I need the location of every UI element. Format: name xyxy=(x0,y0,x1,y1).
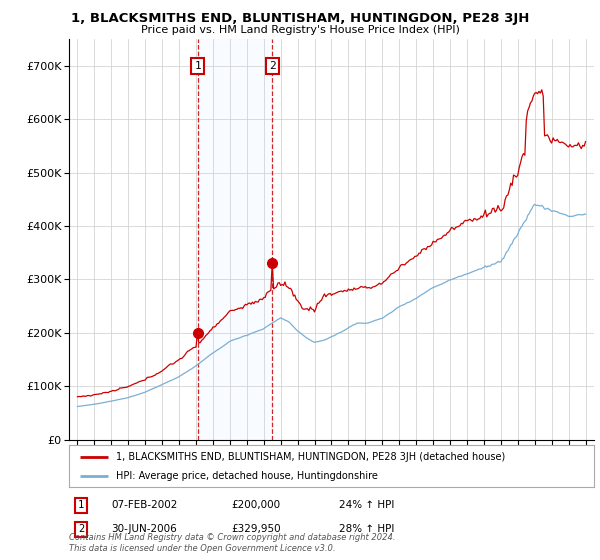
Text: 28% ↑ HPI: 28% ↑ HPI xyxy=(339,524,394,534)
Text: 1, BLACKSMITHS END, BLUNTISHAM, HUNTINGDON, PE28 3JH: 1, BLACKSMITHS END, BLUNTISHAM, HUNTINGD… xyxy=(71,12,529,25)
Text: 30-JUN-2006: 30-JUN-2006 xyxy=(111,524,177,534)
Text: £200,000: £200,000 xyxy=(231,500,280,510)
Text: 07-FEB-2002: 07-FEB-2002 xyxy=(111,500,178,510)
Text: Contains HM Land Registry data © Crown copyright and database right 2024.
This d: Contains HM Land Registry data © Crown c… xyxy=(69,533,395,553)
Bar xyxy=(198,39,272,440)
Text: 24% ↑ HPI: 24% ↑ HPI xyxy=(339,500,394,510)
Text: 2: 2 xyxy=(269,61,275,71)
Text: 2: 2 xyxy=(78,524,84,534)
Text: Price paid vs. HM Land Registry's House Price Index (HPI): Price paid vs. HM Land Registry's House … xyxy=(140,25,460,35)
Text: HPI: Average price, detached house, Huntingdonshire: HPI: Average price, detached house, Hunt… xyxy=(116,471,378,481)
Text: 1: 1 xyxy=(194,61,201,71)
Text: 1, BLACKSMITHS END, BLUNTISHAM, HUNTINGDON, PE28 3JH (detached house): 1, BLACKSMITHS END, BLUNTISHAM, HUNTINGD… xyxy=(116,451,505,461)
Text: 1: 1 xyxy=(78,500,84,510)
Text: £329,950: £329,950 xyxy=(231,524,281,534)
